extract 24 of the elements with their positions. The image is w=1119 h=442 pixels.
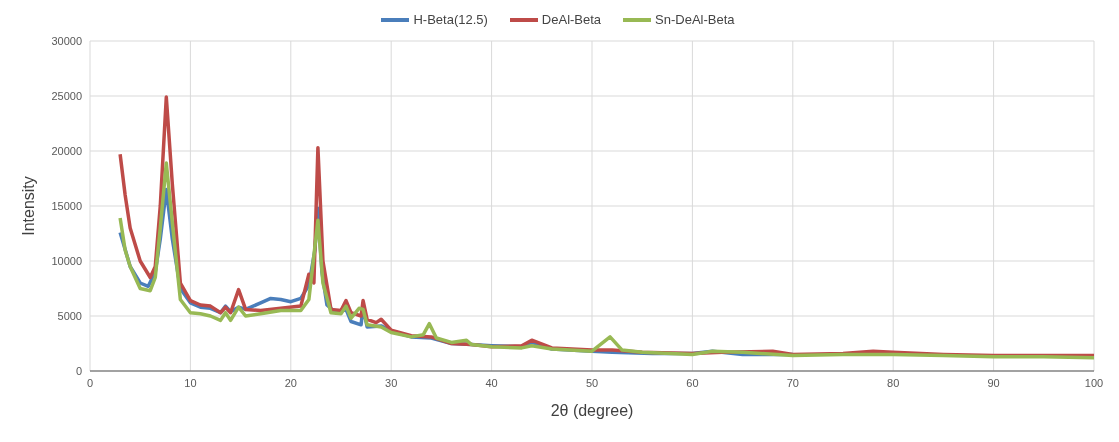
y-axis-title: Intensity — [19, 176, 37, 236]
y-tick-label: 25000 — [51, 89, 82, 102]
y-tick-label: 5000 — [57, 309, 82, 322]
x-tick-label: 20 — [284, 376, 297, 389]
y-tick-label: 0 — [75, 364, 82, 377]
legend-label: Sn-DeAl-Beta — [655, 12, 735, 27]
y-tick-label: 15000 — [51, 199, 82, 212]
y-tick-label: 20000 — [51, 144, 82, 157]
x-tick-label: 40 — [485, 376, 498, 389]
x-tick-label: 60 — [686, 376, 699, 389]
x-axis-title: 2θ (degree) — [550, 402, 634, 419]
x-tick-label: 30 — [385, 376, 398, 389]
y-tick-label: 10000 — [51, 254, 82, 267]
x-tick-label: 10 — [184, 376, 197, 389]
line-series — [118, 161, 1094, 360]
y-tick-label: 30000 — [51, 34, 82, 47]
x-tick-label: 0 — [86, 376, 94, 389]
legend-label: DeAl-Beta — [541, 12, 602, 27]
x-tick-label: 80 — [887, 376, 900, 389]
x-tick-label: 100 — [1084, 376, 1104, 389]
x-tick-label: 50 — [585, 376, 599, 389]
legend-label: H-Beta(12.5) — [413, 12, 488, 27]
x-tick-label: 70 — [786, 376, 799, 389]
x-tick-label: 90 — [987, 376, 1000, 389]
